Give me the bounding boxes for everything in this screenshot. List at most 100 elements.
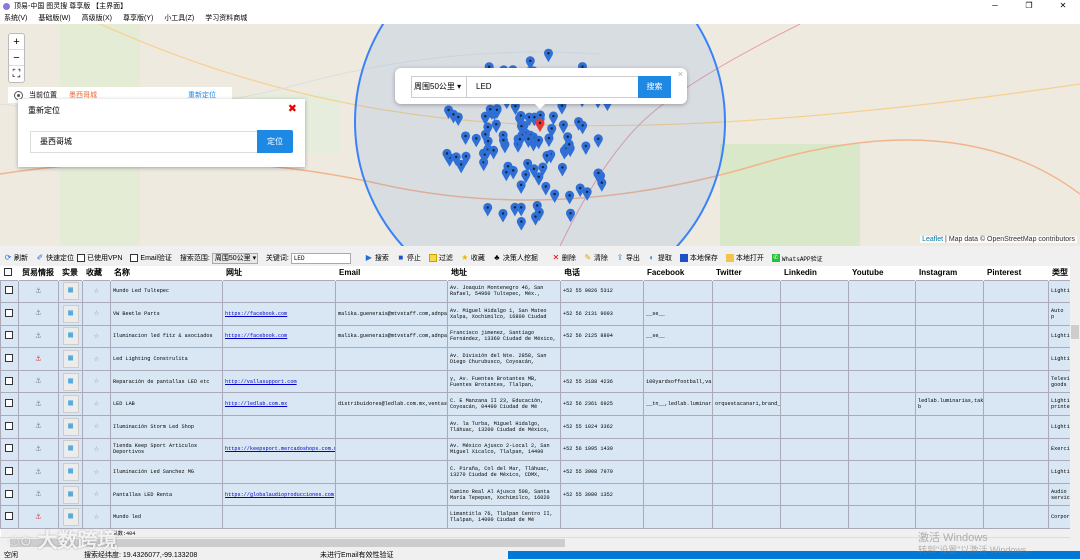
map-pin[interactable]	[485, 104, 495, 119]
map-pin[interactable]	[541, 181, 551, 196]
col-street-view[interactable]: 实景	[58, 266, 83, 280]
popup-close-icon[interactable]: ×	[677, 69, 683, 79]
map-pin[interactable]	[564, 139, 574, 154]
trade-intel-cell[interactable]: ⚓	[18, 460, 59, 484]
trade-intel-cell[interactable]: ⚓	[18, 347, 59, 371]
map-pin[interactable]	[516, 180, 526, 194]
anchor-icon[interactable]: ⚓	[35, 353, 42, 364]
zoom-out-button[interactable]: −	[9, 50, 24, 66]
trade-intel-cell[interactable]: ⚓	[18, 437, 59, 462]
map-pin[interactable]	[523, 134, 533, 148]
menu-advanced[interactable]: 高级版(X)	[81, 15, 112, 22]
map-pin[interactable]	[461, 131, 471, 146]
range-dropdown[interactable]: 周围50公里 ▾	[211, 252, 258, 264]
map-pin[interactable]	[491, 119, 501, 134]
star-outline-icon[interactable]: ☆	[93, 285, 100, 296]
filter-button[interactable]: 过滤	[428, 253, 453, 263]
search-button[interactable]: ▶ 搜索	[365, 253, 389, 263]
favorite-cell[interactable]: ☆	[82, 460, 111, 484]
map-pin[interactable]	[581, 141, 591, 156]
map-pin[interactable]	[521, 169, 531, 184]
star-outline-icon[interactable]: ☆	[93, 376, 100, 387]
map-pin[interactable]	[544, 133, 554, 148]
trade-intel-cell[interactable]: ⚓	[18, 302, 59, 326]
map-pin[interactable]	[565, 190, 575, 205]
star-outline-icon[interactable]: ☆	[93, 489, 100, 500]
map-pin[interactable]	[534, 135, 544, 150]
map-pin[interactable]	[483, 122, 493, 137]
favorite-cell[interactable]: ☆	[82, 279, 111, 304]
map-pin[interactable]	[575, 183, 585, 198]
map-pin[interactable]	[498, 208, 508, 223]
map-pin[interactable]	[515, 134, 525, 149]
map-pin[interactable]	[532, 200, 542, 215]
col-email[interactable]: Email	[335, 266, 448, 280]
website-link[interactable]: https://facebook.com	[225, 333, 288, 340]
map[interactable]: + − ⛶ 当前位置 墨西哥城 重新定位 重新定位 ✖ 墨西哥城 定位 周围50…	[0, 24, 1080, 246]
favorite-cell[interactable]: ☆	[82, 392, 111, 417]
map-pin[interactable]	[558, 120, 568, 134]
maximize-button[interactable]: ❐	[1025, 1, 1033, 10]
map-pin[interactable]	[516, 217, 526, 231]
star-outline-icon[interactable]: ☆	[93, 421, 100, 432]
favorite-cell[interactable]: ☆	[82, 505, 111, 530]
table-row[interactable]: ⚓ ▦ ☆ LED LAB http://ledlab.com.mx distribuid…	[0, 392, 1070, 417]
map-pin[interactable]	[542, 150, 552, 165]
row-checkbox[interactable]	[0, 415, 19, 439]
col-twitter[interactable]: Twitter	[712, 266, 781, 280]
street-view-cell[interactable]: ▦	[58, 324, 83, 349]
map-pin[interactable]	[442, 148, 452, 163]
anchor-icon[interactable]: ⚓	[35, 330, 42, 341]
map-pin[interactable]	[550, 189, 560, 204]
website-link[interactable]: http://ledlab.com.mx	[225, 401, 288, 408]
favorite-cell[interactable]: ☆	[82, 437, 111, 462]
map-pin[interactable]	[547, 123, 557, 138]
street-view-cell[interactable]: ▦	[58, 302, 83, 326]
col-pinterest[interactable]: Pinterest	[983, 266, 1049, 280]
trade-intel-cell[interactable]: ⚓	[18, 369, 59, 394]
trade-intel-cell[interactable]: ⚓	[18, 324, 59, 349]
menu-learning[interactable]: 学习资料商城	[205, 15, 248, 22]
map-pin[interactable]	[492, 105, 502, 119]
map-pin[interactable]	[483, 202, 493, 217]
favorite-cell[interactable]: ☆	[82, 302, 111, 326]
anchor-icon[interactable]: ⚓	[35, 421, 42, 432]
row-checkbox[interactable]	[0, 482, 19, 507]
row-checkbox[interactable]	[0, 302, 19, 326]
col-instagram[interactable]: Instagram	[915, 266, 984, 280]
trade-intel-cell[interactable]: ⚓	[18, 392, 59, 417]
trade-intel-cell[interactable]: ⚓	[18, 482, 59, 507]
anchor-icon[interactable]: ⚓	[35, 511, 42, 522]
anchor-icon[interactable]: ⚓	[35, 308, 42, 319]
star-outline-icon[interactable]: ☆	[93, 330, 100, 341]
star-outline-icon[interactable]: ☆	[93, 398, 100, 409]
row-checkbox[interactable]	[0, 437, 19, 462]
street-view-cell[interactable]: ▦	[58, 415, 83, 439]
table-row[interactable]: ⚓ ▦ ☆ Reparación de pantallas LED etc http:/…	[0, 369, 1070, 394]
row-checkbox[interactable]	[0, 324, 19, 349]
vertical-scrollbar[interactable]	[1070, 266, 1080, 537]
map-pin[interactable]	[593, 134, 603, 148]
keyword-input[interactable]: LED	[467, 76, 639, 98]
table-row[interactable]: ⚓ ▦ ☆ Iluminación Storm Led Shop Av. la Turb…	[0, 415, 1070, 439]
table-row[interactable]: ⚓ ▦ ☆ VW Beetle Parts https://facebook.com ma…	[0, 302, 1070, 326]
anchor-icon[interactable]: ⚓	[35, 443, 42, 454]
anchor-icon[interactable]: ⚓	[35, 398, 42, 409]
save-local-button[interactable]: 本地保存	[679, 253, 718, 263]
map-pin[interactable]	[574, 117, 584, 131]
building-icon[interactable]: ▦	[62, 282, 79, 301]
fullscreen-button[interactable]: ⛶	[12, 68, 21, 80]
map-pin[interactable]	[516, 110, 526, 125]
range-select[interactable]: 周围50公里 ▾	[411, 76, 467, 98]
close-icon[interactable]: ✖	[287, 103, 297, 115]
building-icon[interactable]: ▦	[62, 350, 79, 369]
street-view-cell[interactable]: ▦	[58, 482, 83, 507]
col-facebook[interactable]: Facebook	[643, 266, 713, 280]
anchor-icon[interactable]: ⚓	[35, 285, 42, 296]
leaflet-link[interactable]: Leaflet	[922, 236, 944, 243]
table-row[interactable]: ⚓ ▦ ☆ Mundo Led Tultepec Av. Joaquín Montene…	[0, 279, 1070, 304]
locate-button[interactable]: 定位	[257, 130, 293, 153]
star-outline-icon[interactable]: ☆	[93, 353, 100, 364]
table-row[interactable]: ⚓ ▦ ☆ Tienda Keep Sport Articulos Deportivo…	[0, 437, 1070, 462]
website-link[interactable]: https://keepsport.mercadoshops.com.mx	[225, 446, 336, 453]
